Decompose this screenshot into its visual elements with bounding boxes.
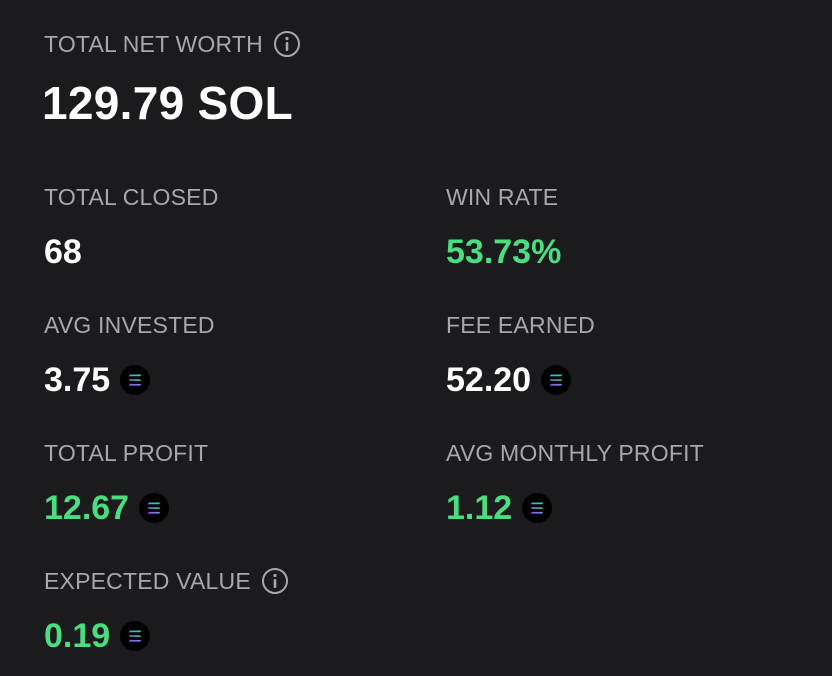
total-closed-value: 68 [44, 232, 424, 272]
stat-expected-value: EXPECTED VALUE 0.19 [44, 566, 424, 656]
net-worth-label-row: TOTAL NET WORTH [44, 30, 301, 58]
stat-avg-invested: AVG INVESTED 3.75 [44, 310, 424, 400]
win-rate-label: WIN RATE [446, 183, 559, 210]
win-rate-number: 53.73% [446, 232, 562, 271]
total-profit-number: 12.67 [44, 488, 130, 527]
info-icon[interactable] [261, 567, 289, 595]
stat-win-rate: WIN RATE 53.73% [446, 182, 826, 272]
net-worth-label: TOTAL NET WORTH [44, 30, 263, 57]
stat-fee-earned: FEE EARNED 52.20 [446, 310, 826, 400]
avg-invested-label: AVG INVESTED [44, 311, 215, 338]
solana-icon [120, 365, 151, 395]
stat-total-profit: TOTAL PROFIT 12.67 [44, 438, 424, 528]
fee-earned-value: 52.20 [446, 360, 826, 400]
info-icon[interactable] [273, 30, 301, 58]
avg-monthly-profit-value: 1.12 [446, 488, 826, 528]
win-rate-value: 53.73% [446, 232, 826, 272]
total-closed-number: 68 [44, 232, 82, 271]
stat-total-closed: TOTAL CLOSED 68 [44, 182, 424, 272]
solana-icon [139, 493, 170, 523]
avg-monthly-profit-number: 1.12 [446, 488, 513, 527]
stat-avg-monthly-profit: AVG MONTHLY PROFIT 1.12 [446, 438, 826, 528]
avg-invested-value: 3.75 [44, 360, 424, 400]
fee-earned-number: 52.20 [446, 360, 532, 399]
solana-icon [120, 621, 151, 651]
expected-value-value: 0.19 [44, 616, 424, 656]
avg-monthly-profit-label: AVG MONTHLY PROFIT [446, 439, 704, 466]
fee-earned-label: FEE EARNED [446, 311, 595, 338]
avg-invested-number: 3.75 [44, 360, 111, 399]
total-profit-value: 12.67 [44, 488, 424, 528]
total-closed-label: TOTAL CLOSED [44, 183, 219, 210]
expected-value-number: 0.19 [44, 616, 111, 655]
solana-icon [522, 493, 553, 523]
total-profit-label: TOTAL PROFIT [44, 439, 209, 466]
expected-value-label: EXPECTED VALUE [44, 567, 251, 594]
solana-icon [541, 365, 572, 395]
net-worth-value: 129.79 SOL [42, 77, 294, 129]
expected-value-label-row: EXPECTED VALUE [44, 566, 424, 596]
